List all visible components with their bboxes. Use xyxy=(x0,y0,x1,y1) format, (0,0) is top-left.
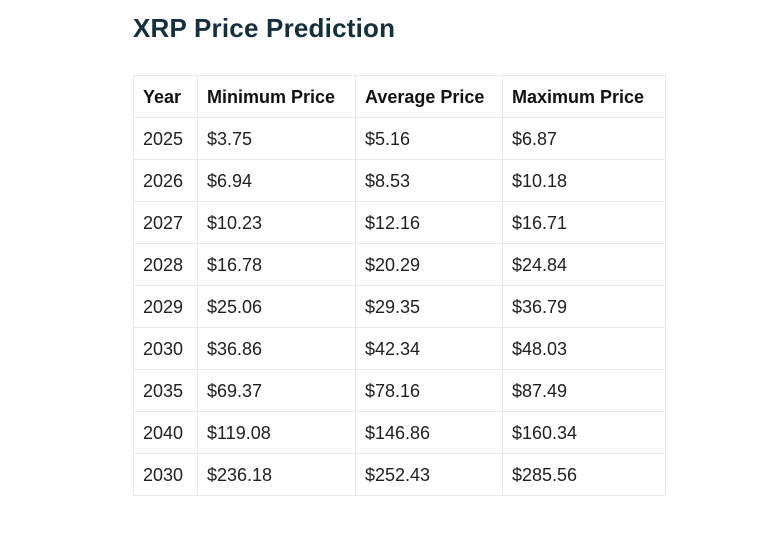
cell-year: 2027 xyxy=(133,201,198,244)
price-prediction-table: Year Minimum Price Average Price Maximum… xyxy=(133,75,666,496)
table-row: 2025 $3.75 $5.16 $6.87 xyxy=(133,117,666,160)
table-row: 2030 $236.18 $252.43 $285.56 xyxy=(133,453,666,496)
cell-average-price: $78.16 xyxy=(355,369,503,412)
cell-minimum-price: $119.08 xyxy=(197,411,356,454)
cell-maximum-price: $16.71 xyxy=(502,201,666,244)
cell-maximum-price: $48.03 xyxy=(502,327,666,370)
table-row: 2035 $69.37 $78.16 $87.49 xyxy=(133,369,666,412)
cell-year: 2040 xyxy=(133,411,198,454)
cell-average-price: $20.29 xyxy=(355,243,503,286)
cell-maximum-price: $87.49 xyxy=(502,369,666,412)
cell-maximum-price: $24.84 xyxy=(502,243,666,286)
table-row: 2030 $36.86 $42.34 $48.03 xyxy=(133,327,666,370)
cell-maximum-price: $160.34 xyxy=(502,411,666,454)
page-title: XRP Price Prediction xyxy=(133,13,396,43)
cell-minimum-price: $69.37 xyxy=(197,369,356,412)
cell-year: 2030 xyxy=(133,453,198,496)
cell-average-price: $8.53 xyxy=(355,159,503,202)
table-row: 2027 $10.23 $12.16 $16.71 xyxy=(133,201,666,244)
cell-minimum-price: $3.75 xyxy=(197,117,356,160)
cell-maximum-price: $10.18 xyxy=(502,159,666,202)
cell-year: 2025 xyxy=(133,117,198,160)
header-maximum-price: Maximum Price xyxy=(502,75,666,118)
table-row: 2029 $25.06 $29.35 $36.79 xyxy=(133,285,666,328)
cell-minimum-price: $25.06 xyxy=(197,285,356,328)
table-body: 2025 $3.75 $5.16 $6.87 2026 $6.94 $8.53 … xyxy=(133,117,666,496)
header-row: Year Minimum Price Average Price Maximum… xyxy=(133,75,666,118)
cell-average-price: $252.43 xyxy=(355,453,503,496)
cell-year: 2035 xyxy=(133,369,198,412)
cell-maximum-price: $6.87 xyxy=(502,117,666,160)
cell-year: 2030 xyxy=(133,327,198,370)
cell-minimum-price: $6.94 xyxy=(197,159,356,202)
cell-year: 2029 xyxy=(133,285,198,328)
cell-average-price: $29.35 xyxy=(355,285,503,328)
table-header: Year Minimum Price Average Price Maximum… xyxy=(133,75,666,118)
header-average-price: Average Price xyxy=(355,75,503,118)
cell-minimum-price: $236.18 xyxy=(197,453,356,496)
cell-year: 2028 xyxy=(133,243,198,286)
table-row: 2026 $6.94 $8.53 $10.18 xyxy=(133,159,666,202)
cell-average-price: $5.16 xyxy=(355,117,503,160)
cell-maximum-price: $36.79 xyxy=(502,285,666,328)
cell-maximum-price: $285.56 xyxy=(502,453,666,496)
cell-year: 2026 xyxy=(133,159,198,202)
cell-minimum-price: $36.86 xyxy=(197,327,356,370)
cell-minimum-price: $16.78 xyxy=(197,243,356,286)
cell-average-price: $12.16 xyxy=(355,201,503,244)
cell-minimum-price: $10.23 xyxy=(197,201,356,244)
cell-average-price: $42.34 xyxy=(355,327,503,370)
header-year: Year xyxy=(133,75,198,118)
header-minimum-price: Minimum Price xyxy=(197,75,356,118)
cell-average-price: $146.86 xyxy=(355,411,503,454)
table-row: 2028 $16.78 $20.29 $24.84 xyxy=(133,243,666,286)
table-row: 2040 $119.08 $146.86 $160.34 xyxy=(133,411,666,454)
